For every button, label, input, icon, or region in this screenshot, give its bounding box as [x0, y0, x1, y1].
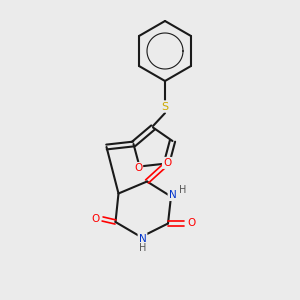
Text: O: O	[91, 214, 100, 224]
Text: O: O	[163, 158, 171, 168]
Text: H: H	[139, 243, 146, 254]
Text: H: H	[179, 185, 186, 195]
Text: O: O	[187, 218, 195, 229]
Text: N: N	[139, 233, 146, 244]
Text: S: S	[161, 101, 169, 112]
Text: O: O	[134, 163, 142, 173]
Text: N: N	[169, 190, 176, 200]
